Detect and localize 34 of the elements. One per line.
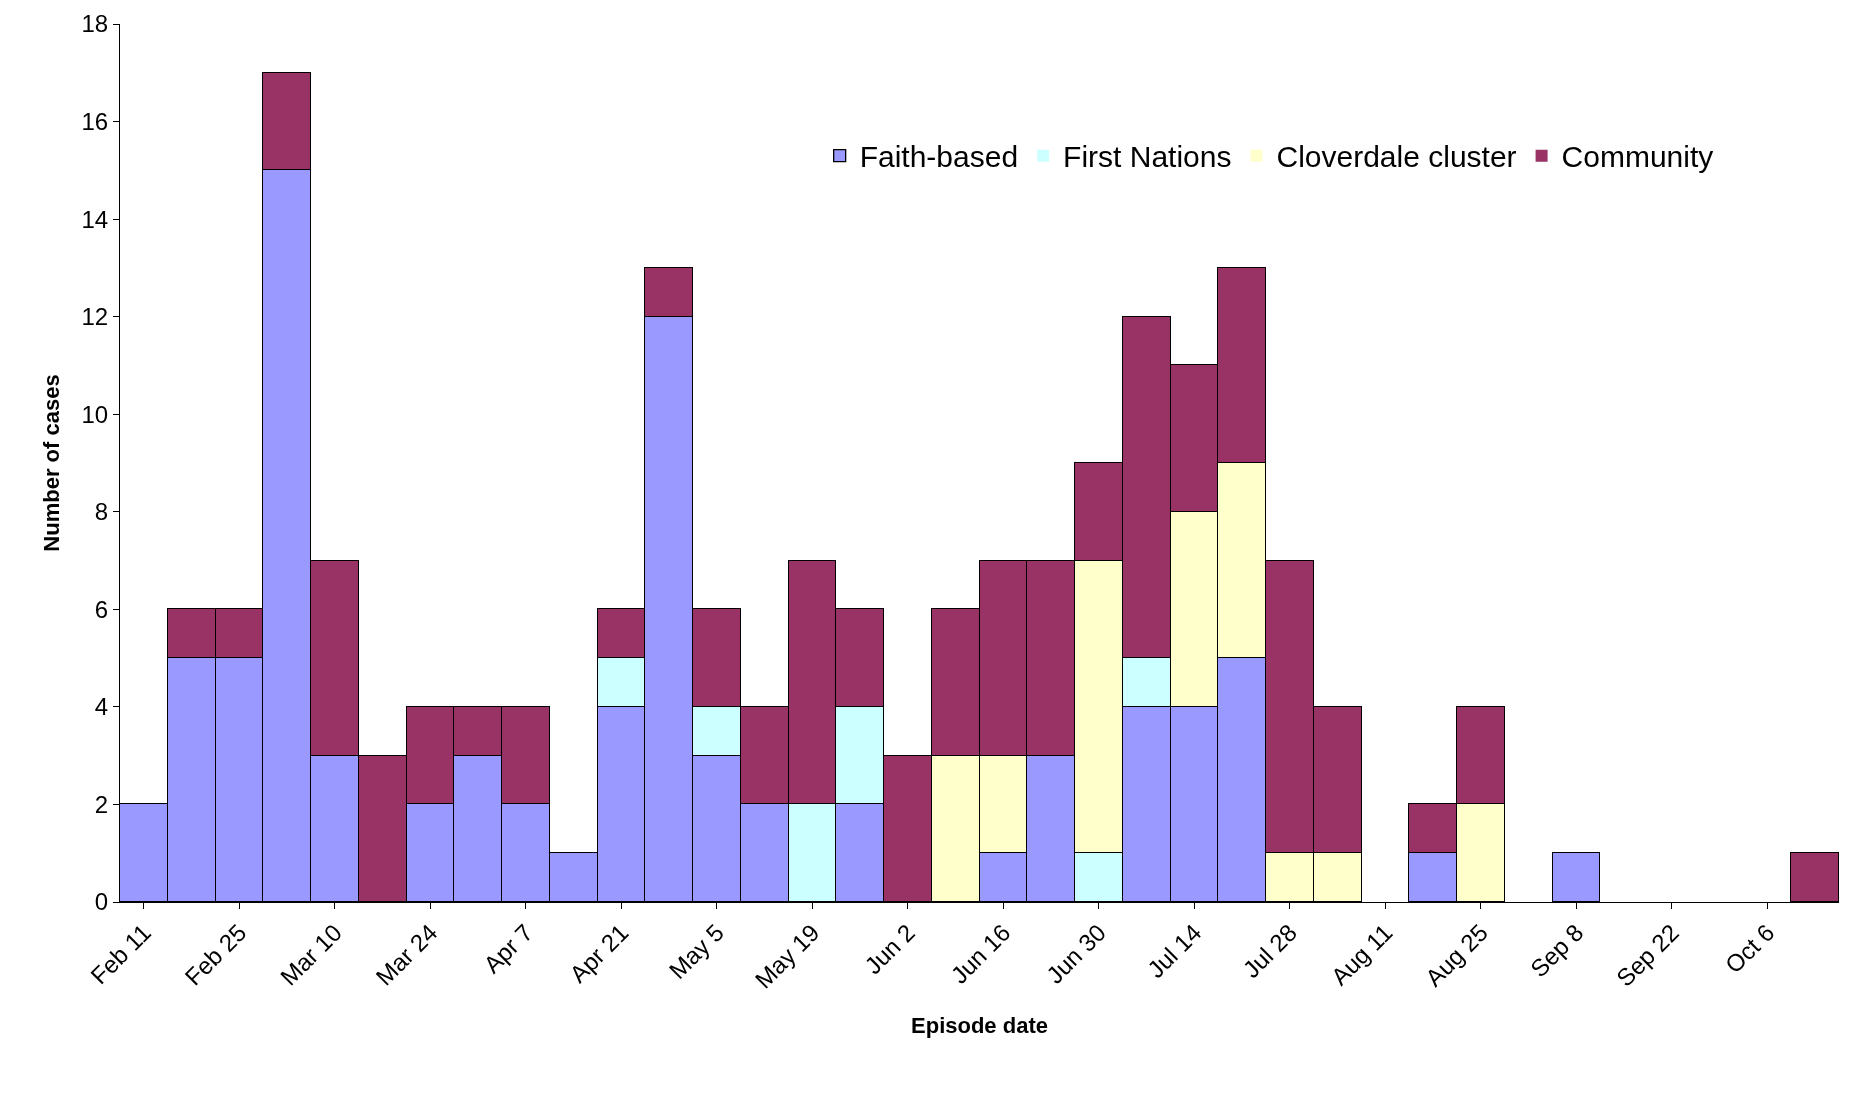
x-tick-label: Aug 25 xyxy=(1420,918,1493,992)
x-tick-label: Jun 16 xyxy=(945,918,1016,989)
x-tick-label: Jul 28 xyxy=(1237,918,1302,984)
y-tick-label: 12 xyxy=(81,303,109,331)
y-tick-label: 14 xyxy=(81,205,109,233)
legend-label: Cloverdale cluster xyxy=(1276,140,1517,174)
x-tick-label: Jul 14 xyxy=(1142,918,1207,984)
legend-label: Community xyxy=(1561,140,1714,174)
x-tick-label: Mar 10 xyxy=(274,918,347,991)
x-tick-label: Sep 22 xyxy=(1611,918,1684,992)
x-tick-label: May 5 xyxy=(663,918,729,985)
x-tick-label: Apr 7 xyxy=(478,918,538,979)
y-tick-label: 10 xyxy=(81,400,109,428)
legend-label: Faith-based xyxy=(859,140,1019,174)
y-tick-label: 4 xyxy=(94,693,109,721)
y-tick-label: 18 xyxy=(81,10,109,38)
x-tick-label: Jun 2 xyxy=(859,918,920,980)
y-tick-label: 0 xyxy=(94,888,109,916)
x-tick-label: Jun 30 xyxy=(1040,918,1111,989)
legend-label: First Nations xyxy=(1063,140,1232,174)
x-tick-label: Feb 25 xyxy=(179,918,252,991)
x-tick-label: Oct 6 xyxy=(1719,918,1780,979)
y-tick-label: 2 xyxy=(94,790,109,818)
x-axis-title: Episode date xyxy=(911,1013,1048,1039)
x-tick-label: Mar 24 xyxy=(370,918,443,991)
x-tick-label: Apr 21 xyxy=(564,918,634,988)
x-tick-label: Aug 11 xyxy=(1325,918,1398,991)
y-tick-label: 16 xyxy=(81,107,109,135)
x-tick-label: May 19 xyxy=(749,918,825,994)
y-tick-label: 6 xyxy=(94,595,109,623)
x-tick-label: Feb 11 xyxy=(85,918,156,990)
y-axis-title: Number of cases xyxy=(39,374,65,552)
y-tick-label: 8 xyxy=(94,498,109,526)
x-tick-label: Sep 8 xyxy=(1524,918,1589,983)
